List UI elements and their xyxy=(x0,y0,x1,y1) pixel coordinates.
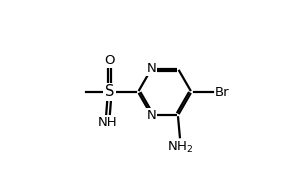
Text: N: N xyxy=(146,109,156,122)
Text: NH$_2$: NH$_2$ xyxy=(167,140,193,155)
Text: S: S xyxy=(105,84,114,100)
Text: Br: Br xyxy=(214,86,229,98)
Text: O: O xyxy=(104,54,115,67)
Text: N: N xyxy=(146,62,156,75)
Text: NH: NH xyxy=(98,116,118,129)
